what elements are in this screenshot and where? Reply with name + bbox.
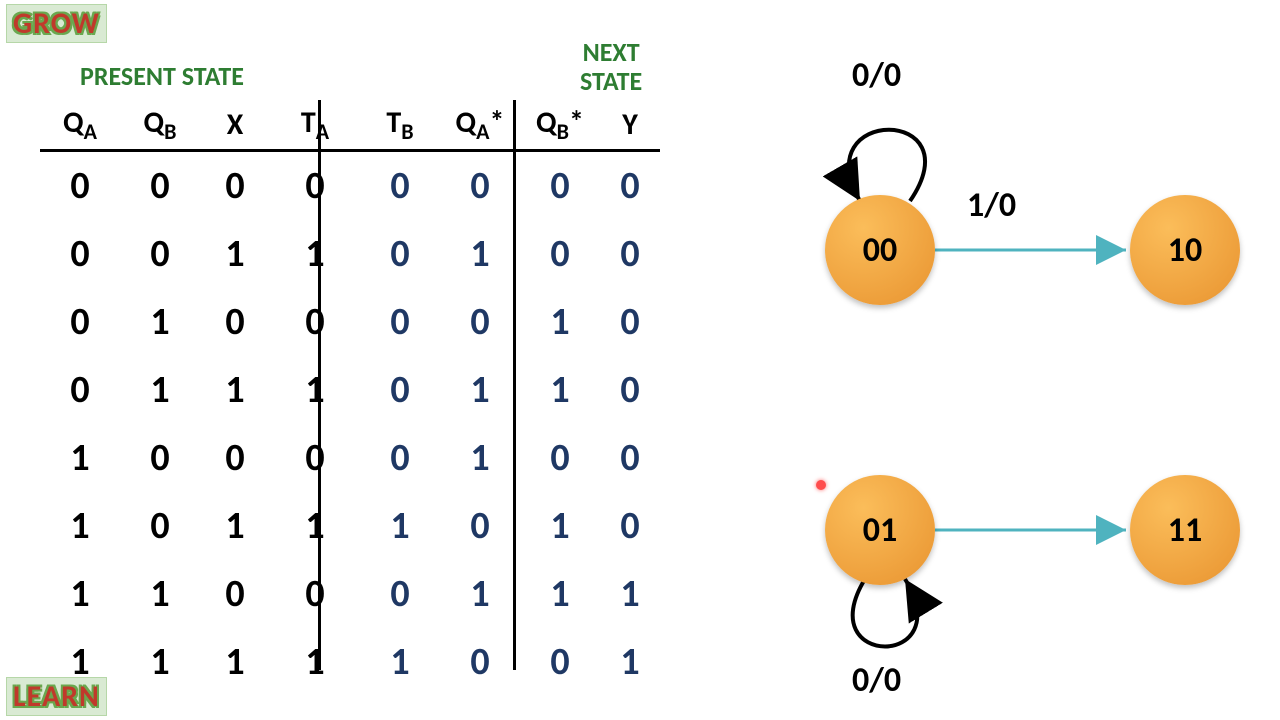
col-header: QA: [40, 100, 120, 151]
table-row: 11111001: [40, 628, 660, 696]
table-cell: 0: [360, 220, 440, 288]
table-cell: 0: [600, 492, 660, 560]
table-row: 11000111: [40, 560, 660, 628]
table-cell: 1: [40, 492, 120, 560]
table-cell: 0: [600, 356, 660, 424]
table-cell: 1: [360, 628, 440, 696]
table-cell: 1: [520, 288, 600, 356]
table-cell: 1: [440, 220, 520, 288]
state-table: QAQBXTATBQA*QB*Y 00000000001101000100001…: [40, 100, 660, 696]
table-cell: 0: [200, 424, 270, 492]
edge-label: 0/0: [852, 660, 901, 701]
table-cell: 0: [520, 628, 600, 696]
table-cell: 1: [440, 560, 520, 628]
table-cell: 0: [200, 288, 270, 356]
table-cell: 0: [440, 288, 520, 356]
table-body: 0000000000110100010000100111011010000100…: [40, 151, 660, 697]
table-cell: 0: [40, 220, 120, 288]
col-header: TA: [270, 100, 360, 151]
table-cell: 1: [40, 628, 120, 696]
table-cell: 1: [120, 356, 200, 424]
pointer-dot: [816, 480, 826, 490]
table-cell: 1: [120, 560, 200, 628]
table-cell: 1: [200, 356, 270, 424]
state-node-01: 01: [825, 475, 935, 585]
table-cell: 1: [120, 288, 200, 356]
table-cell: 0: [40, 356, 120, 424]
state-node-00: 00: [825, 195, 935, 305]
table-cell: 0: [440, 492, 520, 560]
state-node-11: 11: [1130, 475, 1240, 585]
table-row: 10000100: [40, 424, 660, 492]
table-cell: 1: [600, 628, 660, 696]
table-cell: 0: [270, 151, 360, 221]
table-cell: 1: [520, 356, 600, 424]
table-cell: 0: [360, 151, 440, 221]
table-divider: [513, 100, 516, 670]
table-cell: 0: [40, 151, 120, 221]
table-cell: 1: [270, 356, 360, 424]
table-cell: 0: [360, 560, 440, 628]
table-cell: 0: [600, 220, 660, 288]
grow-badge: GROW: [6, 4, 107, 43]
table-row: 10111010: [40, 492, 660, 560]
table-cell: 0: [360, 424, 440, 492]
table-cell: 1: [200, 628, 270, 696]
present-state-header: PRESENT STATE: [80, 60, 244, 92]
col-header: QA*: [440, 100, 520, 151]
table-cell: 0: [270, 424, 360, 492]
table-cell: 0: [120, 151, 200, 221]
table-cell: 0: [600, 151, 660, 221]
table-cell: 0: [40, 288, 120, 356]
table-cell: 1: [270, 628, 360, 696]
table-divider: [318, 100, 321, 670]
table-cell: 0: [440, 151, 520, 221]
table-cell: 0: [520, 424, 600, 492]
grow-badge-text: GROW: [13, 5, 100, 42]
next-state-header: NEXT STATE: [580, 38, 642, 95]
table-cell: 0: [360, 356, 440, 424]
table-row: 01000010: [40, 288, 660, 356]
table-cell: 0: [600, 424, 660, 492]
table-cell: 1: [40, 424, 120, 492]
col-header: QB*: [520, 100, 600, 151]
table-cell: 0: [360, 288, 440, 356]
col-header: TB: [360, 100, 440, 151]
table-cell: 0: [520, 220, 600, 288]
table-row: 00110100: [40, 220, 660, 288]
col-header: QB: [120, 100, 200, 151]
table-cell: 0: [520, 151, 600, 221]
table-cell: 1: [360, 492, 440, 560]
table-cell: 0: [270, 560, 360, 628]
table-cell: 0: [440, 628, 520, 696]
table-cell: 1: [600, 560, 660, 628]
table-cell: 0: [200, 560, 270, 628]
table-cell: 0: [120, 424, 200, 492]
table-cell: 1: [440, 356, 520, 424]
state-node-10: 10: [1130, 195, 1240, 305]
table-cell: 1: [440, 424, 520, 492]
table-cell: 1: [270, 492, 360, 560]
table-row: 00000000: [40, 151, 660, 221]
table-row: 01110110: [40, 356, 660, 424]
col-header: X: [200, 100, 270, 151]
table-cell: 0: [600, 288, 660, 356]
table-cell: 1: [520, 560, 600, 628]
table-cell: 1: [200, 220, 270, 288]
table-cell: 1: [520, 492, 600, 560]
edge-label: 0/0: [852, 55, 901, 96]
table-cell: 1: [40, 560, 120, 628]
table-cell: 1: [270, 220, 360, 288]
col-header: Y: [600, 100, 660, 151]
table-header-row: QAQBXTATBQA*QB*Y: [40, 100, 660, 151]
table-cell: 0: [270, 288, 360, 356]
edge-label: 1/0: [967, 185, 1016, 226]
table-cell: 1: [120, 628, 200, 696]
table-cell: 0: [120, 492, 200, 560]
table-cell: 1: [200, 492, 270, 560]
table-cell: 0: [200, 151, 270, 221]
table-cell: 0: [120, 220, 200, 288]
